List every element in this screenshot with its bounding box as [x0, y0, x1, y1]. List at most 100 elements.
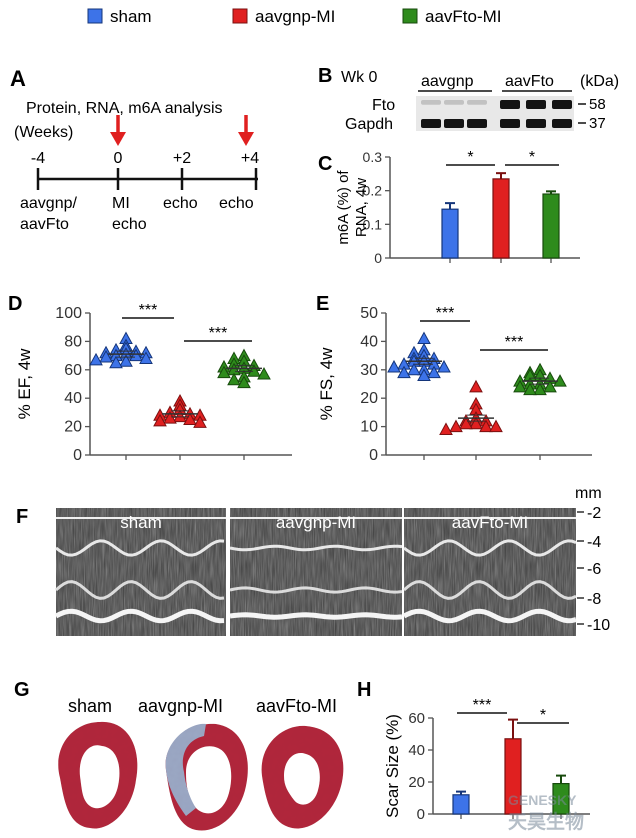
- heart-section-sham: [58, 721, 138, 829]
- y-axis-label-d: % EF, 4w: [15, 348, 34, 420]
- blot-band-fto: [500, 100, 520, 109]
- data-point-e: [397, 365, 411, 379]
- blot-kda-gapdh: 37: [589, 115, 606, 132]
- chart-d-ef: 0 20 40 60 80 100 % EF, 4w *** ***: [15, 302, 292, 464]
- blot-kda-fto: 58: [589, 96, 606, 113]
- y-tick-label-e: 10: [360, 419, 378, 436]
- blot-band-fto: [467, 100, 487, 105]
- echo-label-1: sham: [120, 513, 162, 532]
- echo-wall-trace: [55, 539, 225, 557]
- data-point-d: [109, 355, 123, 369]
- event-0-line1: MI: [112, 195, 130, 212]
- y-tick-label-d: 60: [64, 362, 82, 379]
- y-tick-label-e: 40: [360, 333, 378, 350]
- data-point-e: [533, 382, 547, 396]
- y-axis-label-e: % FS, 4w: [317, 347, 336, 420]
- y-tick-label-h: 20: [408, 774, 425, 791]
- panel-label-d: D: [8, 293, 22, 315]
- echo-wall-trace: [403, 539, 577, 557]
- data-point-d: [237, 375, 251, 389]
- y-tick-label-d: 100: [55, 305, 82, 322]
- significance-label-e: ***: [436, 305, 455, 322]
- bar-h-sham: [452, 794, 470, 815]
- blot-band-gapdh: [500, 119, 520, 128]
- blot-band-fto: [444, 100, 464, 105]
- echo-depth-label: -4: [587, 534, 601, 551]
- y-tick-label-c: 0.2: [363, 183, 383, 199]
- data-point-d: [183, 412, 197, 425]
- echo-wall-trace: [402, 608, 577, 624]
- histology-label-aavgnp-mi: aavgnp-MI: [138, 696, 223, 716]
- y-tick-label-d: 80: [64, 333, 82, 350]
- timeline-unit: (Weeks): [14, 124, 73, 141]
- panel-b-western-blot: B Wk 0 aavgnp aavFto (kDa) Fto Gapdh 58 …: [318, 65, 619, 133]
- panel-label-b: B: [318, 65, 332, 87]
- echo-wall-trace: [229, 586, 403, 594]
- data-point-e: [417, 331, 431, 345]
- y-axis-label-c: m6A (%) of: [335, 170, 352, 245]
- data-point-d: [193, 415, 207, 428]
- tick-week-minus4: -4: [31, 150, 45, 167]
- blot-unit: (kDa): [580, 73, 619, 90]
- data-point-d: [89, 352, 103, 366]
- y-axis-label-h: Scar Size (%): [383, 714, 402, 818]
- legend-label-sham: sham: [110, 7, 152, 26]
- blot-group-aavgnp: aavgnp: [421, 73, 474, 90]
- panel-label-c: C: [318, 153, 332, 175]
- event-0-line2: echo: [112, 216, 147, 233]
- bar-c-aavgnp-mi: [492, 178, 510, 259]
- heart-section-aavgnp-mi: [165, 723, 248, 831]
- y-tick-label-e: 0: [369, 447, 378, 464]
- watermark-logo: GENESKY 天昊生物: [508, 792, 584, 833]
- blot-band-gapdh: [421, 119, 441, 128]
- data-point-d: [99, 349, 113, 363]
- histology-label-sham: sham: [68, 696, 112, 716]
- tick-week-2: +2: [173, 150, 191, 167]
- data-point-d: [139, 351, 153, 364]
- histology-label-aavfto-mi: aavFto-MI: [256, 696, 337, 716]
- y-tick-label-e: 20: [360, 390, 378, 407]
- echo-depth-label: -2: [587, 505, 601, 522]
- blot-membrane: [416, 96, 574, 131]
- blot-band-fto: [421, 100, 441, 105]
- blot-bands: [421, 100, 572, 128]
- blot-protein-fto: Fto: [372, 97, 395, 114]
- echo-wall-trace: [55, 580, 225, 600]
- blot-week: Wk 0: [341, 69, 378, 86]
- heart-section-aavfto-mi: [261, 725, 344, 829]
- panel-e: E 0 10 20 30 40 50 % FS, 4w *** ***: [316, 293, 592, 464]
- data-point-d: [217, 365, 231, 379]
- watermark-line1: GENESKY: [508, 792, 577, 808]
- event-2: echo: [163, 195, 198, 212]
- tick-week-0: 0: [114, 150, 123, 167]
- data-point-d: [119, 354, 133, 367]
- timeline-title: Protein, RNA, m6A analysis: [26, 100, 223, 117]
- echo-wall-trace: [54, 608, 225, 624]
- data-point-e: [469, 416, 483, 430]
- y-tick-label-e: 50: [360, 305, 378, 322]
- data-point-e: [437, 359, 451, 373]
- panel-f-echo: F sham aavgnp-MI aavFto-MI mm -2 -4 -6 -8 -10: [16, 485, 610, 636]
- y-axis-label-c: RNA, 4w: [353, 178, 370, 237]
- data-point-e: [407, 362, 421, 376]
- data-point-e: [523, 382, 537, 396]
- data-point-e: [449, 419, 463, 433]
- arrow-week-4-head-icon: [238, 132, 254, 146]
- echo-label-3: aavFto-MI: [452, 513, 529, 532]
- y-tick-label-c: 0.3: [363, 149, 383, 165]
- y-tick-label-h: 40: [408, 742, 425, 759]
- blot-band-fto: [526, 100, 546, 109]
- echo-label-2: aavgnp-MI: [276, 513, 356, 532]
- data-point-e: [439, 422, 453, 435]
- data-point-e: [459, 416, 473, 430]
- blot-group-aavfto: aavFto: [505, 73, 554, 90]
- panel-d: D 0 20 40 60 80 100 % EF, 4w *** ***: [8, 293, 292, 464]
- chart-c-m6a: 0 0.1 0.2 0.3 m6A (%) of RNA, 4w * *: [335, 149, 580, 266]
- blot-band-gapdh: [467, 119, 487, 128]
- data-point-d: [247, 364, 261, 377]
- data-point-d: [153, 413, 167, 427]
- y-tick-label-e: 30: [360, 362, 378, 379]
- panel-label-h: H: [357, 679, 371, 701]
- significance-label-c: *: [529, 149, 535, 166]
